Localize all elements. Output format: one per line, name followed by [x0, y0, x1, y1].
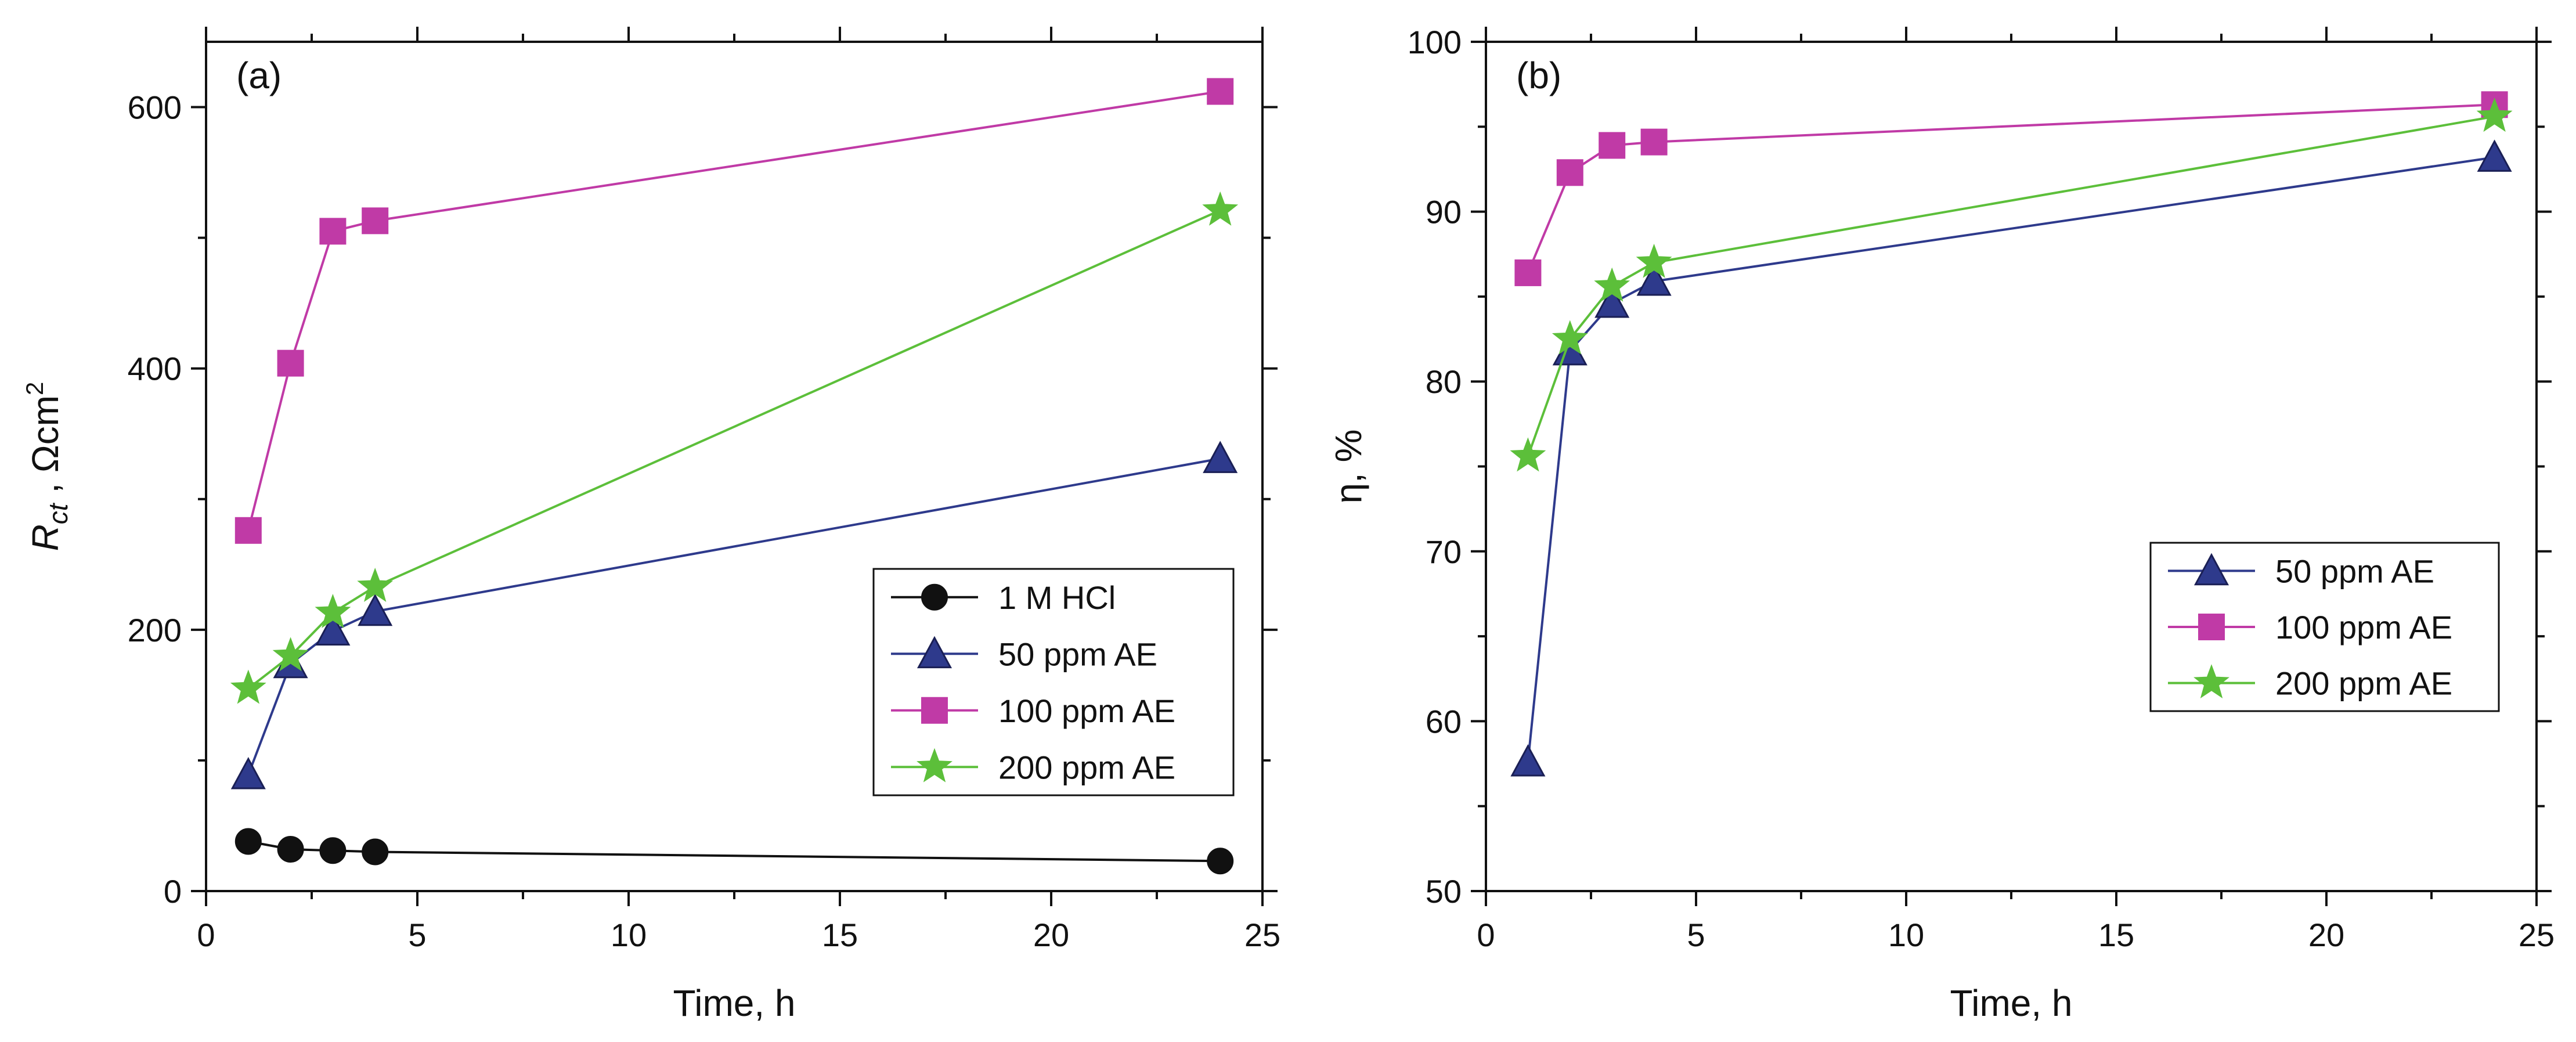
- y-axis-title-superscript: 2: [21, 382, 48, 395]
- x-tick-label: 0: [1477, 917, 1495, 953]
- data-point: [277, 349, 304, 377]
- x-tick-label: 10: [1888, 917, 1924, 953]
- y-axis-title-unit: Ωcm: [24, 395, 66, 473]
- y-axis-title-symbol: R: [24, 524, 66, 551]
- series-line: [248, 840, 1221, 863]
- data-point: [234, 828, 262, 855]
- legend-label: 1 M HCl: [998, 579, 1116, 616]
- data-point: [1640, 128, 1668, 156]
- data-point: [362, 838, 389, 866]
- legend-label: 100 ppm AE: [2275, 609, 2452, 646]
- x-tick-label: 15: [2098, 917, 2134, 953]
- legend-marker: [2193, 664, 2229, 699]
- data-point: [1594, 267, 1630, 302]
- chart-panel-b: 0 5 10 15 20 25 50 60 70 80 90 100 Time, h η, % (b) 50 …: [1327, 24, 2555, 1024]
- legend-marker: [921, 583, 948, 611]
- data-point: [2477, 139, 2512, 172]
- x-tick-label: 10: [611, 917, 647, 953]
- data-point: [1599, 132, 1626, 159]
- y-axis-title-separator: ,: [24, 473, 66, 503]
- legend-label: 50 ppm AE: [998, 636, 1157, 672]
- data-point: [230, 757, 266, 789]
- x-tick-label: 0: [197, 917, 215, 953]
- series-50-ppm-ae: [1510, 139, 2512, 777]
- legend-marker: [2193, 553, 2229, 586]
- y-axis-title: Rct , Ωcm2: [21, 382, 73, 551]
- plot-frame: [1485, 41, 2538, 892]
- data-point: [319, 218, 347, 245]
- series-1-m-hcl: [234, 828, 1234, 875]
- data-point: [357, 568, 394, 602]
- panel-label: (b): [1516, 55, 1561, 96]
- legend-label: 50 ppm AE: [2275, 553, 2434, 589]
- y-tick-label: 100: [1408, 24, 1462, 60]
- data-point: [1510, 437, 1546, 472]
- y-tick-label: 400: [128, 351, 182, 387]
- x-tick-label: 5: [408, 917, 426, 953]
- data-point: [1203, 441, 1238, 473]
- data-point: [315, 613, 351, 646]
- legend-marker: [917, 748, 953, 783]
- series-line: [1527, 103, 2495, 273]
- y-tick-label: 0: [164, 873, 182, 910]
- x-tick-label: 25: [2519, 917, 2555, 953]
- data-point: [1207, 848, 1234, 875]
- legend: 50 ppm AE 100 ppm AE 200 ppm AE: [2149, 542, 2500, 712]
- y-axis-title-subscript: ct: [43, 502, 73, 524]
- legend-label: 200 ppm AE: [2275, 665, 2452, 702]
- data-point: [358, 593, 393, 626]
- legend-label: 200 ppm AE: [998, 749, 1175, 785]
- data-point: [1636, 263, 1672, 296]
- data-point: [234, 517, 262, 544]
- x-tick-label: 20: [2308, 917, 2344, 953]
- panel-label: (a): [236, 55, 282, 96]
- y-tick-label: 80: [1426, 363, 1462, 400]
- data-point: [1510, 744, 1546, 777]
- series-line: [247, 90, 1221, 531]
- y-tick-label: 90: [1426, 194, 1462, 230]
- data-point: [1636, 243, 1672, 278]
- x-tick-label: 20: [1033, 917, 1069, 953]
- data-point: [277, 835, 304, 863]
- y-tick-label: 600: [128, 89, 182, 126]
- y-tick-label: 70: [1426, 533, 1462, 570]
- x-tick-label: 15: [822, 917, 858, 953]
- y-tick-label: 50: [1426, 873, 1462, 910]
- series-200-ppm-ae: [1510, 98, 2513, 472]
- series-200-ppm-ae: [230, 191, 1239, 704]
- data-point: [1202, 191, 1239, 226]
- legend-marker: [2198, 614, 2225, 640]
- data-point: [1514, 259, 1542, 286]
- data-point: [1552, 320, 1588, 355]
- y-axis-title: η, %: [1327, 429, 1369, 503]
- data-point: [1594, 285, 1630, 318]
- y-tick-label: 200: [128, 612, 182, 648]
- data-point: [362, 207, 389, 235]
- data-point: [319, 837, 347, 864]
- x-axis-title: Time, h: [1950, 982, 2073, 1024]
- chart-panel-a: 0 5 10 15 20 25 0 200 400 600 Time, h Rct , Ωcm2 (a)…: [21, 27, 1280, 1024]
- series-100-ppm-ae: [1514, 91, 2508, 286]
- series-line: [1527, 115, 2495, 457]
- series-50-ppm-ae: [230, 441, 1238, 789]
- data-point: [1556, 159, 1583, 186]
- y-tick-label: 60: [1426, 703, 1462, 740]
- x-axis-title: Time, h: [673, 982, 796, 1024]
- data-point: [230, 669, 266, 704]
- legend-marker: [921, 697, 948, 724]
- data-point: [1207, 78, 1234, 105]
- legend: 1 M HCl 50 ppm AE 100 ppm AE 200 ppm AE: [872, 568, 1235, 796]
- x-tick-label: 5: [1687, 917, 1705, 953]
- data-point: [272, 637, 309, 672]
- legend-marker: [917, 636, 953, 669]
- series-100-ppm-ae: [234, 78, 1234, 544]
- x-tick-label: 25: [1244, 917, 1280, 953]
- data-point: [315, 594, 351, 628]
- data-point: [2476, 98, 2513, 132]
- legend-label: 100 ppm AE: [998, 693, 1175, 729]
